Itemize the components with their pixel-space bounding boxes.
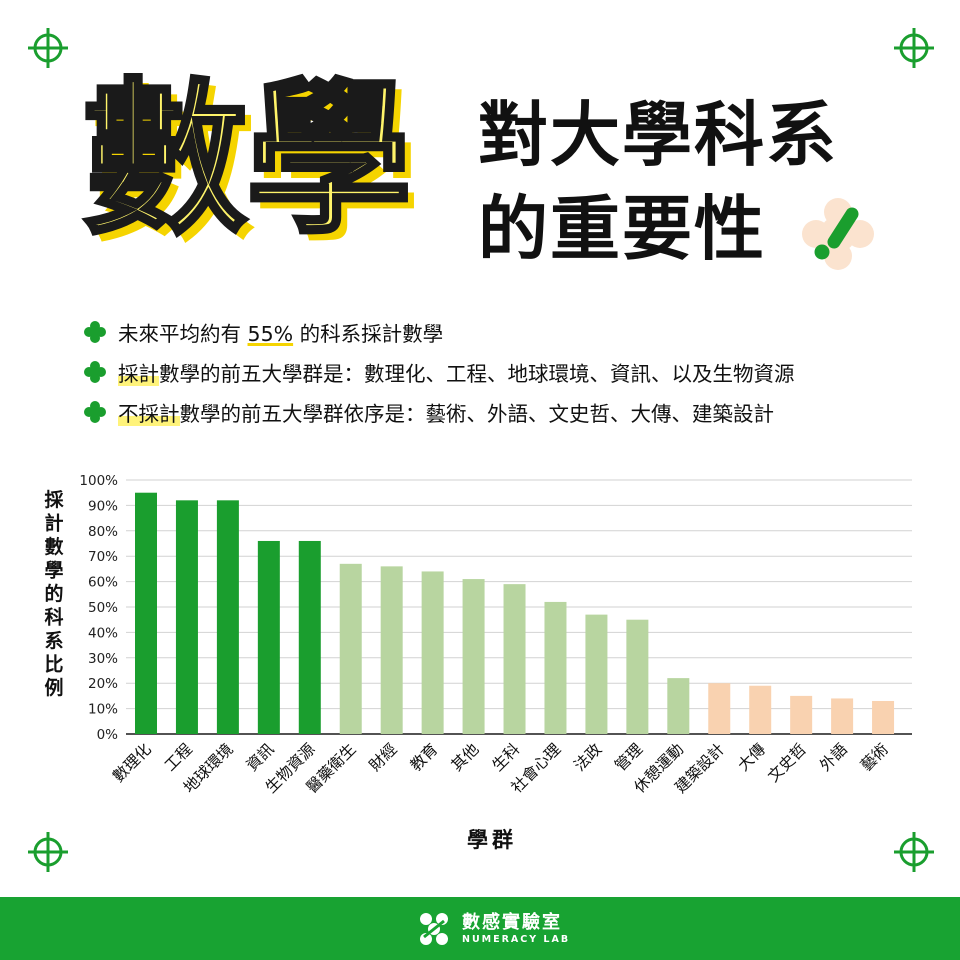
y-tick-label: 30% <box>88 651 118 667</box>
numeracy-lab-logo-icon <box>420 913 448 945</box>
bar <box>257 540 280 734</box>
x-tick-label: 外語 <box>816 740 851 775</box>
bullet-list: 未來平均約有 55% 的科系採計數學採計數學的前五大學群是：數理化、工程、地球環… <box>84 312 795 432</box>
x-tick-label: 其他 <box>448 740 483 775</box>
x-tick-label: 文史哲 <box>764 740 810 786</box>
x-tick-label: 教育 <box>407 740 442 775</box>
page-subtitle-line2: 的重要性 <box>478 188 766 270</box>
bullet-text-part: 的科系採計數學 <box>293 322 444 346</box>
page-title: 數學 <box>80 64 414 257</box>
bar <box>831 698 854 734</box>
bar <box>421 571 444 734</box>
x-tick-label: 工程 <box>161 740 196 775</box>
y-tick-label: 70% <box>88 549 118 565</box>
bullet-text-part: 數學的前五大學群是：數理化、工程、地球環境、資訊、以及生物資源 <box>159 362 795 386</box>
flower-bullet-icon <box>84 361 106 383</box>
bar <box>339 563 362 734</box>
bar <box>503 584 526 734</box>
y-axis-label: 採計數學的科系比例 <box>44 489 64 699</box>
crosshair-icon <box>28 832 68 872</box>
y-tick-label: 80% <box>88 524 118 540</box>
bar-chart: 0%10%20%30%40%50%60%70%80%90%100%數理化 工程地球… <box>44 473 912 852</box>
x-tick-label: 法政 <box>571 740 606 775</box>
bullet-text-part: 不採計 <box>118 402 180 426</box>
page-subtitle-line1: 對大學科系 <box>478 94 838 176</box>
bar <box>585 614 608 734</box>
bullet-text: 不採計數學的前五大學群依序是：藝術、外語、文史哲、大傳、建築設計 <box>118 397 774 427</box>
bar <box>175 500 198 734</box>
bullet-item: 採計數學的前五大學群是：數理化、工程、地球環境、資訊、以及生物資源 <box>84 352 795 392</box>
y-tick-label: 20% <box>88 676 118 692</box>
flower-bullet-icon <box>84 321 106 343</box>
x-tick-label: 生科 <box>489 740 524 775</box>
bullet-item: 未來平均約有 55% 的科系採計數學 <box>84 312 795 352</box>
bar <box>626 619 649 734</box>
bar <box>216 500 239 734</box>
bar <box>298 540 321 734</box>
bullet-text-part: 數學的前五大學群依序是：藝術、外語、文史哲、大傳、建築設計 <box>179 402 775 426</box>
x-tick-label: 數理化 <box>109 740 155 786</box>
bar <box>749 685 772 734</box>
x-axis-label: 學群 <box>467 828 517 852</box>
bullet-text: 採計數學的前五大學群是：數理化、工程、地球環境、資訊、以及生物資源 <box>118 357 795 387</box>
y-tick-label: 0% <box>97 727 119 743</box>
bar <box>380 566 403 734</box>
x-tick-label: 藝術 <box>857 740 892 775</box>
flower-bullet-icon <box>84 401 106 423</box>
x-tick-label: 管理 <box>612 740 647 775</box>
bullet-text: 未來平均約有 55% 的科系採計數學 <box>118 317 443 347</box>
x-tick-label: 財經 <box>366 740 401 775</box>
bullet-text-part: 採計 <box>118 362 159 386</box>
crosshair-icon <box>28 28 68 68</box>
bar <box>708 683 731 734</box>
bullet-item: 不採計數學的前五大學群依序是：藝術、外語、文史哲、大傳、建築設計 <box>84 392 795 432</box>
y-tick-label: 40% <box>88 625 118 641</box>
bullet-text-part: 55% <box>247 322 294 346</box>
y-tick-label: 50% <box>88 600 118 616</box>
bar <box>667 678 690 734</box>
y-tick-label: 10% <box>88 702 118 718</box>
x-tick-label: 大傳 <box>734 740 769 775</box>
footer-brand-en: NUMERACY LAB <box>462 934 571 945</box>
bar <box>790 695 813 734</box>
bar <box>544 601 567 734</box>
bar <box>872 700 895 734</box>
y-tick-label: 100% <box>79 473 118 489</box>
y-tick-label: 90% <box>88 498 118 514</box>
flower-logo-icon <box>802 198 874 270</box>
bar <box>462 579 485 734</box>
footer-brand-cn: 數感實驗室 <box>462 912 562 933</box>
footer-bar: 數感實驗室 NUMERACY LAB <box>0 897 960 960</box>
bullet-text-part: 未來平均約有 <box>118 322 248 346</box>
x-tick-label: 資訊 <box>243 740 278 775</box>
bar <box>135 492 157 734</box>
crosshair-icon <box>894 832 934 872</box>
y-tick-label: 60% <box>88 575 118 591</box>
crosshair-icon <box>894 28 934 68</box>
